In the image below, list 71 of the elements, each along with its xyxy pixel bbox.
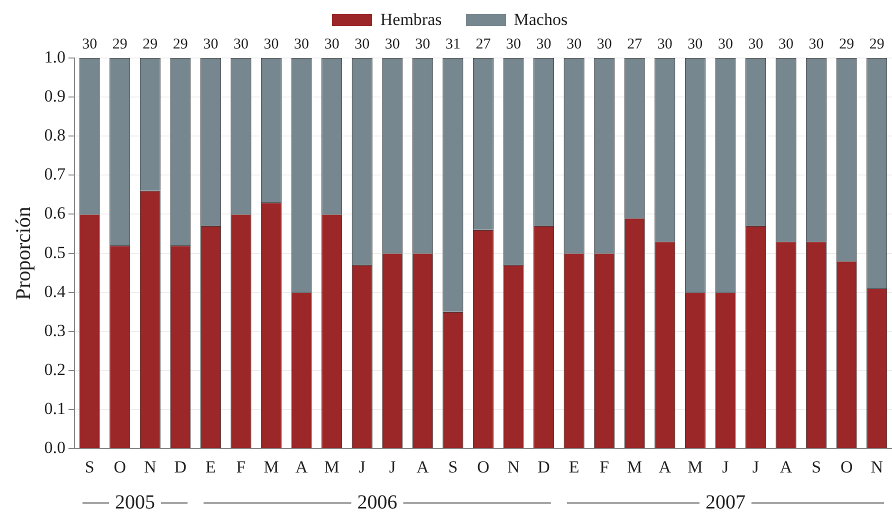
text: 30: [506, 36, 522, 52]
y-tick-label: 0.5: [44, 242, 66, 262]
text: 30: [748, 36, 764, 52]
text: 2007: [705, 491, 746, 514]
y-tick-label: 0.4: [44, 282, 66, 301]
y-tick-label: 0.1: [44, 399, 66, 418]
x-tick-label: M: [264, 457, 279, 476]
x-tick-label: A: [780, 457, 793, 476]
text: 30: [596, 36, 612, 52]
y-tick-label: 0.3: [44, 320, 66, 340]
x-tick-label: J: [752, 457, 760, 476]
text: 30: [384, 36, 400, 52]
x-tick-label: D: [538, 457, 550, 476]
x-tick-label: O: [114, 457, 126, 476]
x-tick-label: S: [448, 457, 458, 476]
x-tick-label: A: [658, 457, 672, 476]
x-tick-label: E: [568, 457, 580, 476]
text: 30: [354, 36, 370, 52]
text: 27: [476, 36, 492, 52]
x-tick-label: S: [812, 457, 822, 476]
text: 2006: [357, 491, 398, 514]
y-tick-label: 0.0: [44, 438, 66, 458]
text: 30: [415, 36, 430, 52]
text: 30: [324, 36, 340, 52]
y-axis-title: Proporción: [11, 206, 36, 300]
x-tick-label: F: [600, 457, 610, 476]
x-tick-label: M: [324, 457, 340, 476]
y-tick-label: 0.2: [44, 360, 66, 379]
x-tick-label: M: [688, 457, 703, 476]
y-tick-label: 0.9: [44, 86, 66, 106]
text: 30: [203, 36, 218, 52]
x-tick-label: D: [174, 457, 187, 476]
text: 31: [445, 36, 460, 52]
x-tick-label: O: [840, 457, 853, 476]
x-tick-label: J: [722, 457, 730, 476]
x-tick-label: A: [295, 457, 308, 476]
text: 30: [778, 36, 794, 52]
text: 30: [536, 36, 552, 52]
text: 30: [294, 36, 310, 52]
text: 29: [142, 36, 158, 52]
text: 29: [839, 36, 854, 52]
y-tick-label: 0.6: [44, 204, 66, 223]
y-tick-label: 0.8: [44, 126, 66, 145]
text: 27: [627, 36, 643, 52]
text: 30: [264, 36, 279, 52]
x-tick-label: N: [507, 457, 520, 476]
x-tick-label: J: [389, 457, 396, 476]
text: 30: [82, 36, 98, 52]
text: 30: [657, 36, 672, 52]
text: 30: [566, 36, 582, 52]
x-tick-label: N: [144, 457, 156, 476]
x-tick-label: S: [84, 457, 94, 476]
x-tick-label: O: [477, 457, 490, 476]
text: 2005: [115, 491, 156, 514]
y-tick-label: 1.0: [44, 47, 66, 66]
text: 30: [718, 36, 733, 52]
text: 30: [808, 36, 824, 52]
text: 29: [869, 36, 884, 52]
text: 30: [233, 36, 248, 52]
x-tick-label: A: [416, 457, 430, 476]
legend-label: Machos: [514, 10, 568, 30]
y-tick-label: 0.7: [44, 164, 66, 184]
x-tick-label: F: [236, 457, 246, 476]
text: 30: [688, 36, 703, 52]
text: 29: [112, 36, 128, 52]
legend-label: Hembras: [380, 10, 442, 30]
x-tick-label: N: [870, 457, 883, 476]
text: 29: [172, 36, 188, 52]
x-tick-label: E: [206, 457, 216, 476]
x-tick-label: J: [358, 457, 366, 476]
x-tick-label: M: [627, 457, 642, 476]
